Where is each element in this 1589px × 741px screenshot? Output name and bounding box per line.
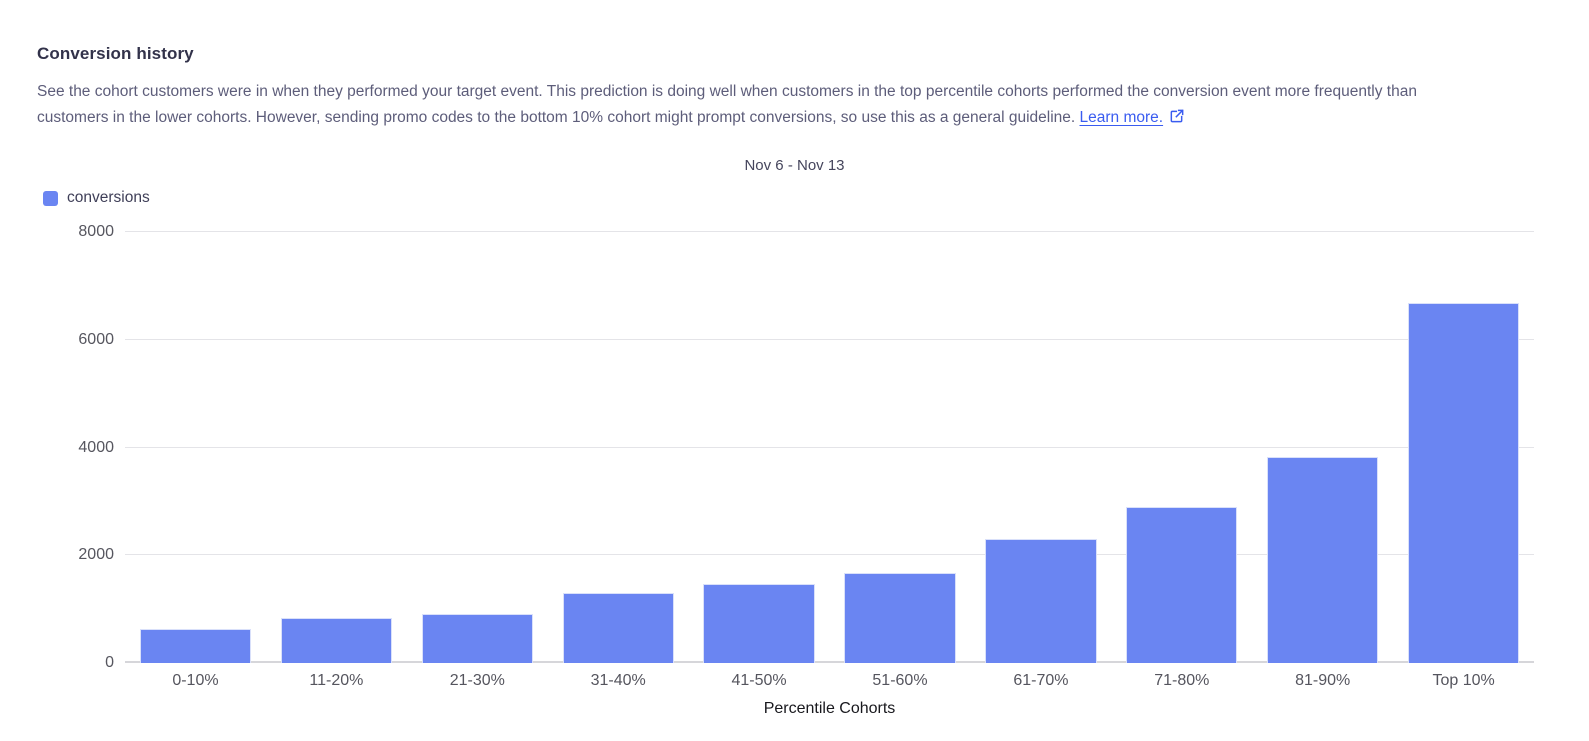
gridline-8000 — [125, 231, 1534, 232]
x-tick-label-21-30%: 21-30% — [449, 672, 505, 689]
y-tick-label-2000: 2000 — [78, 546, 114, 564]
gridline-6000 — [125, 338, 1534, 340]
bar-31-40%[interactable] — [562, 592, 674, 663]
bar-column-81-90% — [1252, 232, 1393, 663]
bar-column-51-60% — [830, 232, 971, 663]
x-tick-label-11-20%: 11-20% — [309, 672, 364, 689]
bar-series-conversions — [125, 232, 1534, 663]
gridline-2000 — [125, 554, 1534, 556]
x-tick-label-81-90%: 81-90% — [1295, 672, 1351, 689]
chart-date-range: Nov 6 - Nov 13 — [744, 157, 845, 174]
y-tick-label-8000: 8000 — [78, 223, 114, 240]
x-tick-label-Top 10%: Top 10% — [1432, 672, 1495, 689]
description-line-1: See the cohort customers were in when th… — [37, 83, 1417, 100]
x-tick-label-0-10%: 0-10% — [172, 672, 219, 689]
bar-column-Top 10% — [1393, 232, 1534, 663]
x-tick-label-51-60%: 51-60% — [872, 672, 928, 689]
bar-71-80%[interactable] — [1126, 507, 1238, 663]
bar-Top 10%[interactable] — [1407, 303, 1520, 663]
x-tick-label-61-70%: 61-70% — [1013, 672, 1069, 689]
x-tick-label-31-40%: 31-40% — [590, 672, 646, 689]
gridline-0 — [125, 661, 1534, 663]
y-tick-label-0: 0 — [105, 654, 114, 671]
chart-description: See the cohort customers were in when th… — [37, 79, 1547, 131]
chart-legend: conversions — [37, 189, 1552, 207]
bar-column-71-80% — [1111, 232, 1252, 663]
external-link-icon[interactable] — [1169, 108, 1185, 124]
bar-column-41-50% — [689, 232, 830, 663]
legend-swatch-conversions — [43, 190, 58, 206]
bar-41-50%[interactable] — [703, 584, 815, 663]
plot-area: 0 2000 4000 6000 8000 — [78, 223, 1534, 671]
gridline-4000 — [125, 446, 1534, 448]
bar-column-61-70% — [970, 232, 1111, 663]
x-axis-title: Percentile Cohorts — [763, 700, 896, 717]
bar-61-70%[interactable] — [985, 539, 1097, 663]
bar-51-60%[interactable] — [844, 573, 956, 663]
y-tick-label-6000: 6000 — [78, 330, 114, 348]
page-title: Conversion history — [37, 44, 194, 63]
bar-11-20%[interactable] — [280, 618, 393, 663]
bar-81-90%[interactable] — [1267, 456, 1379, 663]
bar-column-21-30% — [407, 232, 548, 663]
bar-0-10%[interactable] — [139, 629, 252, 663]
description-line-2: customers in the lower cohorts. However,… — [37, 109, 1076, 126]
y-tick-label-4000: 4000 — [78, 438, 114, 456]
learn-more-link[interactable]: Learn more. — [1079, 109, 1164, 126]
bar-21-30%[interactable] — [421, 613, 533, 663]
bar-column-31-40% — [548, 232, 689, 663]
bar-column-11-20% — [266, 232, 407, 663]
bar-column-0-10% — [125, 232, 266, 663]
legend-label-conversions[interactable]: conversions — [67, 189, 150, 206]
x-tick-label-41-50%: 41-50% — [731, 672, 787, 689]
x-tick-label-71-80%: 71-80% — [1154, 672, 1210, 689]
x-axis-labels: 0-10% 11-20% 21-30% 31-40% 41-50% 51-60% 61-70… — [125, 663, 1534, 690]
